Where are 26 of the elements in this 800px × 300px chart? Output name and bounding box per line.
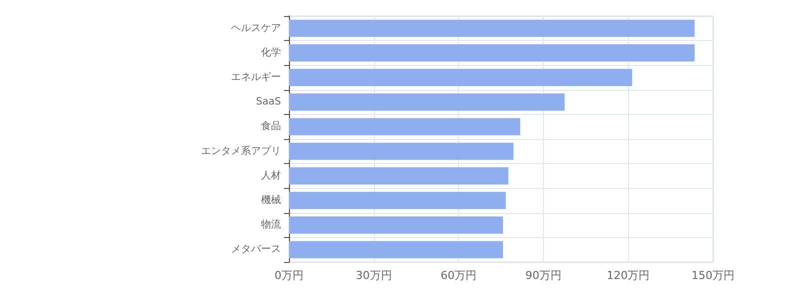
bar: [289, 192, 506, 210]
x-tick-label: 0万円: [274, 269, 304, 282]
bar: [289, 20, 695, 37]
x-tick-label: 90万円: [525, 269, 562, 282]
y-tick-label: エネルギー: [231, 71, 281, 83]
bar: [289, 142, 514, 160]
x-tick-label: 120万円: [606, 269, 650, 282]
y-tick-label: 人材: [261, 169, 281, 182]
x-tick-label: 60万円: [440, 269, 477, 282]
y-tick-label: 物流: [261, 218, 281, 231]
y-tick-label: エンタメ系アプリ: [201, 144, 281, 157]
bar: [289, 167, 508, 185]
y-tick-label: ヘルスケア: [231, 22, 281, 34]
bar: [289, 241, 503, 258]
y-tick-label: 化学: [261, 46, 281, 58]
y-tick-label: 食品: [261, 120, 281, 132]
y-tick-label: 機械: [261, 194, 281, 206]
bar: [289, 44, 695, 62]
y-tick-label: メタバース: [231, 244, 281, 256]
bar: [289, 68, 632, 86]
bar: [289, 93, 565, 111]
x-tick-label: 30万円: [356, 269, 392, 282]
bar: [289, 118, 520, 136]
x-tick-label: 150万円: [692, 269, 734, 282]
bar: [289, 216, 503, 234]
y-tick-label: SaaS: [256, 96, 281, 108]
